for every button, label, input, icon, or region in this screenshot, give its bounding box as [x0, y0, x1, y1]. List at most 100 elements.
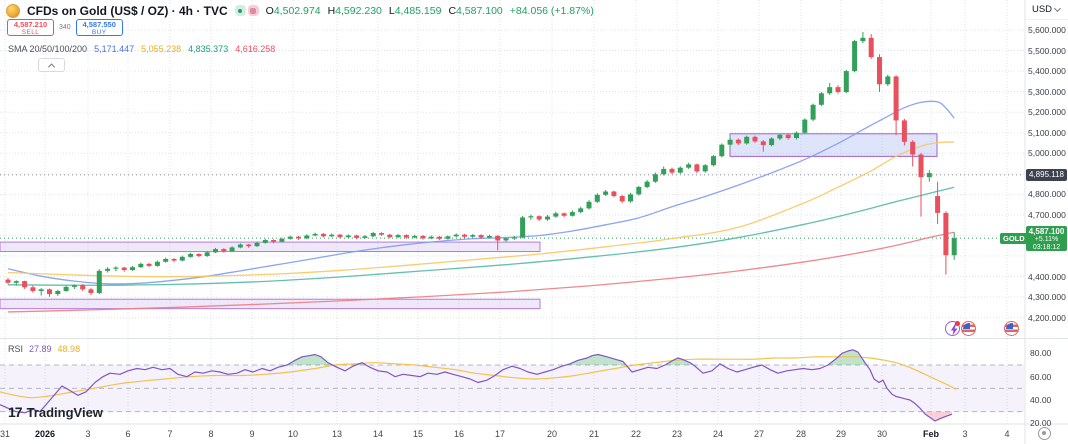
currency-label: USD: [1031, 4, 1053, 15]
time-axis-label: 4: [1004, 429, 1010, 439]
buy-label: BUY: [91, 29, 107, 36]
sma100-value: 4,835.373: [188, 44, 229, 54]
time-axis-label: 10: [287, 429, 299, 439]
sma50-value: 5,055.238: [141, 44, 182, 54]
rsi-value: 27.89: [29, 344, 52, 354]
chevron-down-icon: [1053, 4, 1062, 12]
sma100-line: [7, 186, 955, 286]
time-axis-label: 16: [453, 429, 465, 439]
rsi-ma-line: [0, 356, 957, 399]
currency-selector[interactable]: USD: [1025, 0, 1068, 20]
spread-value: 340: [59, 24, 71, 31]
price-tick-label: 5,600.000: [1028, 25, 1066, 35]
buy-button[interactable]: 4,587.550 BUY: [75, 19, 123, 36]
economic-event-flag-icon[interactable]: [961, 321, 976, 336]
time-axis-label: 9: [249, 429, 255, 439]
sma-lines: [7, 100, 955, 313]
candles: [5, 32, 957, 297]
price-tick-label: 4,400.000: [1028, 271, 1066, 282]
trade-panel: 4,587.210 SELL 340 4,587.550 BUY: [7, 19, 123, 36]
close-label: C: [448, 4, 457, 17]
time-axis-label: 13: [331, 429, 343, 439]
price-tick-label: 4,300.000: [1028, 292, 1066, 303]
sma-indicator-legend[interactable]: SMA 20/50/100/200 5,171.447 5,055.238 4,…: [8, 44, 275, 54]
price-tick-label: 4,200.000: [1028, 312, 1066, 323]
delayed-data-badge-icon: [247, 5, 259, 16]
rsi-tick-label: 20.00: [1030, 418, 1052, 429]
tradingview-wordmark: TradingView: [26, 404, 103, 420]
close-value: 4,587.100: [456, 4, 503, 17]
rsi-background: [0, 364, 1024, 413]
price-tick-label: 5,100.000: [1028, 127, 1066, 138]
economic-event-flag-icon[interactable]: [1004, 321, 1019, 336]
rsi-tick-label: 80.00: [1030, 348, 1052, 359]
price-tick-label: 5,300.000: [1028, 86, 1066, 97]
time-axis-label: 27: [753, 429, 765, 439]
drawing-zones: [0, 133, 938, 310]
time-axis-label: 22: [630, 429, 642, 439]
time-axis-label: 15: [412, 429, 424, 439]
time-axis-label: 20: [546, 429, 558, 439]
price-tick-label: 4,700.000: [1028, 209, 1066, 220]
time-axis-label: 24: [712, 429, 724, 439]
alert-event-icon[interactable]: [945, 321, 960, 336]
collapse-legend-button[interactable]: [38, 58, 65, 72]
band-upper[interactable]: [0, 241, 541, 253]
low-label: L: [388, 4, 395, 17]
chevron-up-icon: [47, 62, 56, 70]
time-axis-label: 2026: [34, 429, 56, 439]
rsi-tick-label: 40.00: [1030, 395, 1052, 405]
grid: [0, 0, 1024, 424]
symbol-legend[interactable]: CFDs on Gold (US$ / OZ) · 4h · TVC O4,50…: [6, 3, 594, 18]
sma-label: SMA 20/50/100/200: [8, 44, 88, 54]
ohlc-values: O4,502.974 H4,592.230 L4,485.159 C4,587.…: [266, 5, 503, 17]
time-axis-label: 17: [494, 429, 506, 439]
time-axis-label: Feb: [922, 429, 940, 439]
lightning-icon: [950, 323, 957, 335]
sma50-line: [7, 141, 955, 278]
market-status-pill[interactable]: [234, 5, 259, 16]
price-tick-label: 5,000.000: [1028, 148, 1066, 159]
alert-price-label[interactable]: 4,895.118: [1026, 169, 1067, 181]
sma20-value: 5,171.447: [94, 44, 135, 54]
last-price-value: 4,587.100: [1028, 227, 1065, 236]
high-label: H: [327, 4, 336, 17]
low-value: 4,485.159: [394, 4, 442, 17]
symbol-title[interactable]: CFDs on Gold (US$ / OZ) · 4h · TVC: [27, 3, 228, 18]
price-change: +84.056 (+1.87%): [509, 4, 594, 17]
price-tick-label: 4,800.000: [1028, 189, 1066, 200]
time-axis-settings-icon[interactable]: [1038, 427, 1051, 440]
sell-label: SELL: [21, 29, 40, 36]
sell-price: 4,587.210: [13, 20, 48, 29]
last-price-label[interactable]: 4,587.100 +5.11% 03:18:12: [1026, 226, 1067, 251]
price-tick-label: 5,500.000: [1028, 45, 1066, 56]
notification-dot: [955, 321, 960, 326]
symbol-price-tag: GOLD: [1000, 233, 1028, 244]
time-axis-label: 21: [588, 429, 600, 439]
time-axis-label: 8: [208, 429, 214, 439]
time-axis-label: 3: [85, 429, 91, 439]
open-label: O: [265, 4, 274, 17]
time-axis-label: 6: [125, 429, 131, 439]
instrument-logo-icon: [6, 3, 20, 18]
time-axis-label: 7: [167, 429, 173, 439]
rsi-plot: [0, 349, 957, 422]
sell-button[interactable]: 4,587.210 SELL: [7, 19, 54, 36]
rsi-indicator-legend[interactable]: RSI 27.89 48.98: [8, 344, 80, 354]
market-open-dot-icon: [234, 5, 246, 16]
time-axis-label: 30: [876, 429, 888, 439]
tradingview-logo-icon: 17: [8, 404, 23, 420]
time-axis-label: 31: [0, 429, 11, 439]
sma20-line: [7, 100, 955, 285]
sma200-value: 4,616.258: [235, 44, 276, 54]
time-axis-label: 29: [835, 429, 847, 439]
price-tick-label: 5,400.000: [1028, 66, 1066, 77]
buy-price: 4,587.550: [82, 20, 116, 29]
time-axis-label: 14: [372, 429, 384, 439]
sma200-line: [7, 231, 955, 313]
time-axis-label: 28: [795, 429, 807, 439]
tradingview-watermark[interactable]: 17 TradingView: [8, 404, 103, 420]
